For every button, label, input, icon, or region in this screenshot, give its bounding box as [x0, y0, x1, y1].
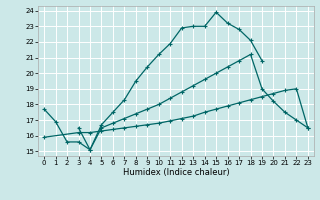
X-axis label: Humidex (Indice chaleur): Humidex (Indice chaleur) — [123, 168, 229, 177]
